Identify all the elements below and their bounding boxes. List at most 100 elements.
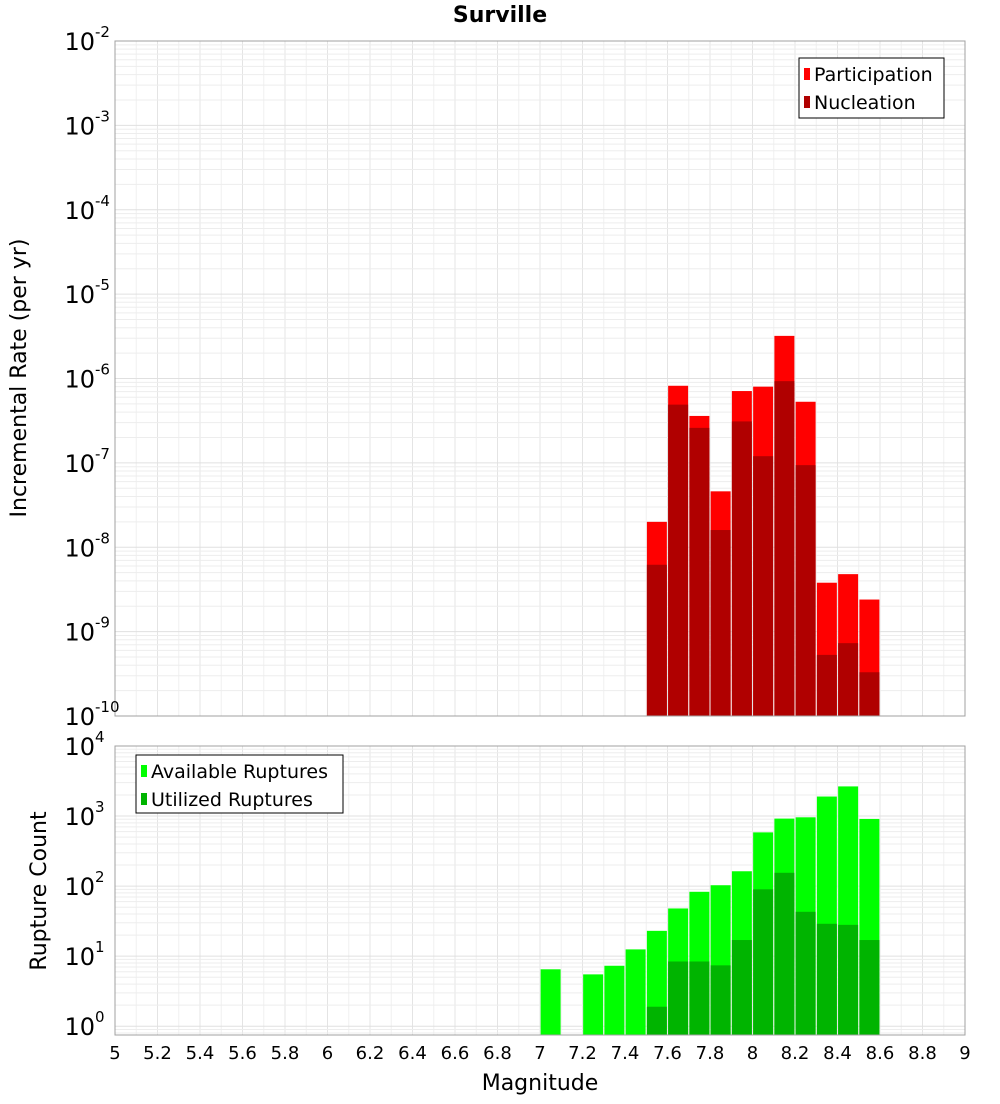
legend-box — [135, 754, 344, 814]
legend-label: Participation — [814, 64, 933, 86]
nucleation-bar — [668, 404, 689, 716]
y-tick-base: 10 — [64, 873, 95, 901]
x-tick-label: 5.6 — [228, 1043, 257, 1064]
x-tick-label: 7.2 — [568, 1043, 597, 1064]
y-tick-exponent: 3 — [95, 798, 105, 816]
utilized-ruptures-bar — [689, 961, 710, 1035]
x-tick-label: 7.8 — [696, 1043, 725, 1064]
y-tick-exponent: -8 — [95, 529, 110, 547]
nucleation-bar — [731, 421, 752, 716]
y-tick-exponent: 1 — [95, 938, 105, 956]
x-tick-label: 6.4 — [398, 1043, 427, 1064]
x-tick-label: 6.8 — [483, 1043, 512, 1064]
x-tick-label: 7.4 — [611, 1043, 640, 1064]
y-tick-exponent: -4 — [95, 192, 110, 210]
y-tick-exponent: -2 — [95, 23, 110, 41]
utilized-ruptures-bar — [816, 923, 837, 1035]
legend-swatch — [141, 793, 147, 805]
available-ruptures-bar — [583, 974, 604, 1035]
nucleation-bar — [838, 643, 859, 716]
legend-swatch — [141, 765, 147, 777]
y-tick-exponent: -10 — [95, 698, 120, 716]
y-tick-base: 10 — [64, 943, 95, 971]
x-tick-label: 6 — [322, 1043, 333, 1064]
y-tick-base: 10 — [64, 1013, 95, 1041]
utilized-ruptures-bar — [774, 872, 795, 1035]
y-tick-exponent: -6 — [95, 361, 110, 379]
x-tick-label: 5 — [109, 1043, 120, 1064]
legend-label: Utilized Ruptures — [151, 789, 313, 811]
y-tick-label: 10 0 — [64, 1008, 104, 1041]
y-tick-exponent: 4 — [95, 728, 105, 746]
x-tick-label: 8 — [747, 1043, 758, 1064]
count-panel: 10 010 110 210 310 45 5.2 5.4 5.6 5.8 6 6.2 6.4 6.6 6.… — [64, 728, 970, 1064]
x-tick-label: 5.8 — [271, 1043, 300, 1064]
y-tick-label: 10 2 — [64, 868, 104, 901]
x-tick-label: 8.2 — [781, 1043, 810, 1064]
utilized-ruptures-bar — [859, 940, 880, 1035]
y-tick-base: 10 — [64, 703, 95, 731]
y-tick-exponent: -3 — [95, 107, 110, 125]
y-tick-label: 10 -7 — [64, 445, 110, 478]
y-tick-base: 10 — [64, 366, 95, 394]
plot-frame — [114, 40, 966, 717]
y-tick-base: 10 — [64, 112, 95, 140]
nucleation-bar — [689, 427, 710, 716]
y-tick-label: 10 -9 — [64, 614, 110, 647]
x-tick-label: 8.4 — [823, 1043, 852, 1064]
x-axis-label: Magnitude — [482, 1071, 599, 1096]
nucleation-bar — [795, 465, 816, 716]
available-ruptures-bar — [604, 965, 625, 1035]
nucleation-bar — [774, 381, 795, 716]
utilized-ruptures-bar — [753, 889, 774, 1035]
y-tick-base: 10 — [64, 450, 95, 478]
x-tick-label: 9 — [959, 1043, 970, 1064]
y-tick-label: 10 -10 — [64, 698, 119, 731]
y-tick-base: 10 — [64, 534, 95, 562]
utilized-ruptures-bar — [838, 924, 859, 1035]
y-tick-base: 10 — [64, 197, 95, 225]
y-tick-label: 10 -6 — [64, 361, 110, 394]
y-tick-exponent: -5 — [95, 276, 110, 294]
x-tick-label: 8.8 — [908, 1043, 937, 1064]
x-tick-label: 5.4 — [186, 1043, 215, 1064]
nucleation-bar — [710, 530, 731, 716]
y-tick-label: 10 -5 — [64, 276, 110, 309]
y-tick-base: 10 — [64, 28, 95, 56]
x-tick-label: 7.6 — [653, 1043, 682, 1064]
y-tick-exponent: 0 — [95, 1008, 105, 1026]
count-legend: Available Ruptures Utilized Ruptures — [135, 754, 344, 814]
y-tick-label: 10 4 — [64, 728, 104, 761]
utilized-ruptures-bar — [710, 965, 731, 1035]
y-tick-base: 10 — [64, 619, 95, 647]
x-tick-label: 8.6 — [866, 1043, 895, 1064]
legend-label: Nucleation — [814, 92, 916, 114]
y-tick-exponent: -9 — [95, 614, 110, 632]
y-tick-label: 10 -8 — [64, 529, 110, 562]
legend-swatch — [804, 96, 810, 108]
count-y-axis-label: Rupture Count — [27, 811, 52, 971]
x-tick-label: 7 — [534, 1043, 545, 1064]
y-tick-label: 10 1 — [64, 938, 104, 971]
plot-frame — [114, 745, 966, 1036]
nucleation-bar — [816, 654, 837, 716]
nucleation-bar — [859, 672, 880, 716]
rate-y-axis-label: Incremental Rate (per yr) — [7, 239, 32, 518]
y-tick-base: 10 — [64, 733, 95, 761]
y-tick-base: 10 — [64, 803, 95, 831]
chart-title: Surville — [453, 3, 547, 28]
y-tick-label: 10 3 — [64, 798, 104, 831]
utilized-ruptures-bar — [646, 1006, 667, 1035]
available-ruptures-bar — [540, 969, 561, 1035]
nucleation-bar — [753, 456, 774, 716]
x-tick-label: 5.2 — [143, 1043, 172, 1064]
y-tick-exponent: 2 — [95, 868, 105, 886]
x-tick-label: 6.6 — [441, 1043, 470, 1064]
legend-label: Available Ruptures — [151, 761, 328, 783]
y-tick-label: 10 -4 — [64, 192, 110, 225]
utilized-ruptures-bar — [668, 961, 689, 1035]
nucleation-bar — [646, 564, 667, 716]
available-ruptures-bar — [625, 949, 646, 1035]
